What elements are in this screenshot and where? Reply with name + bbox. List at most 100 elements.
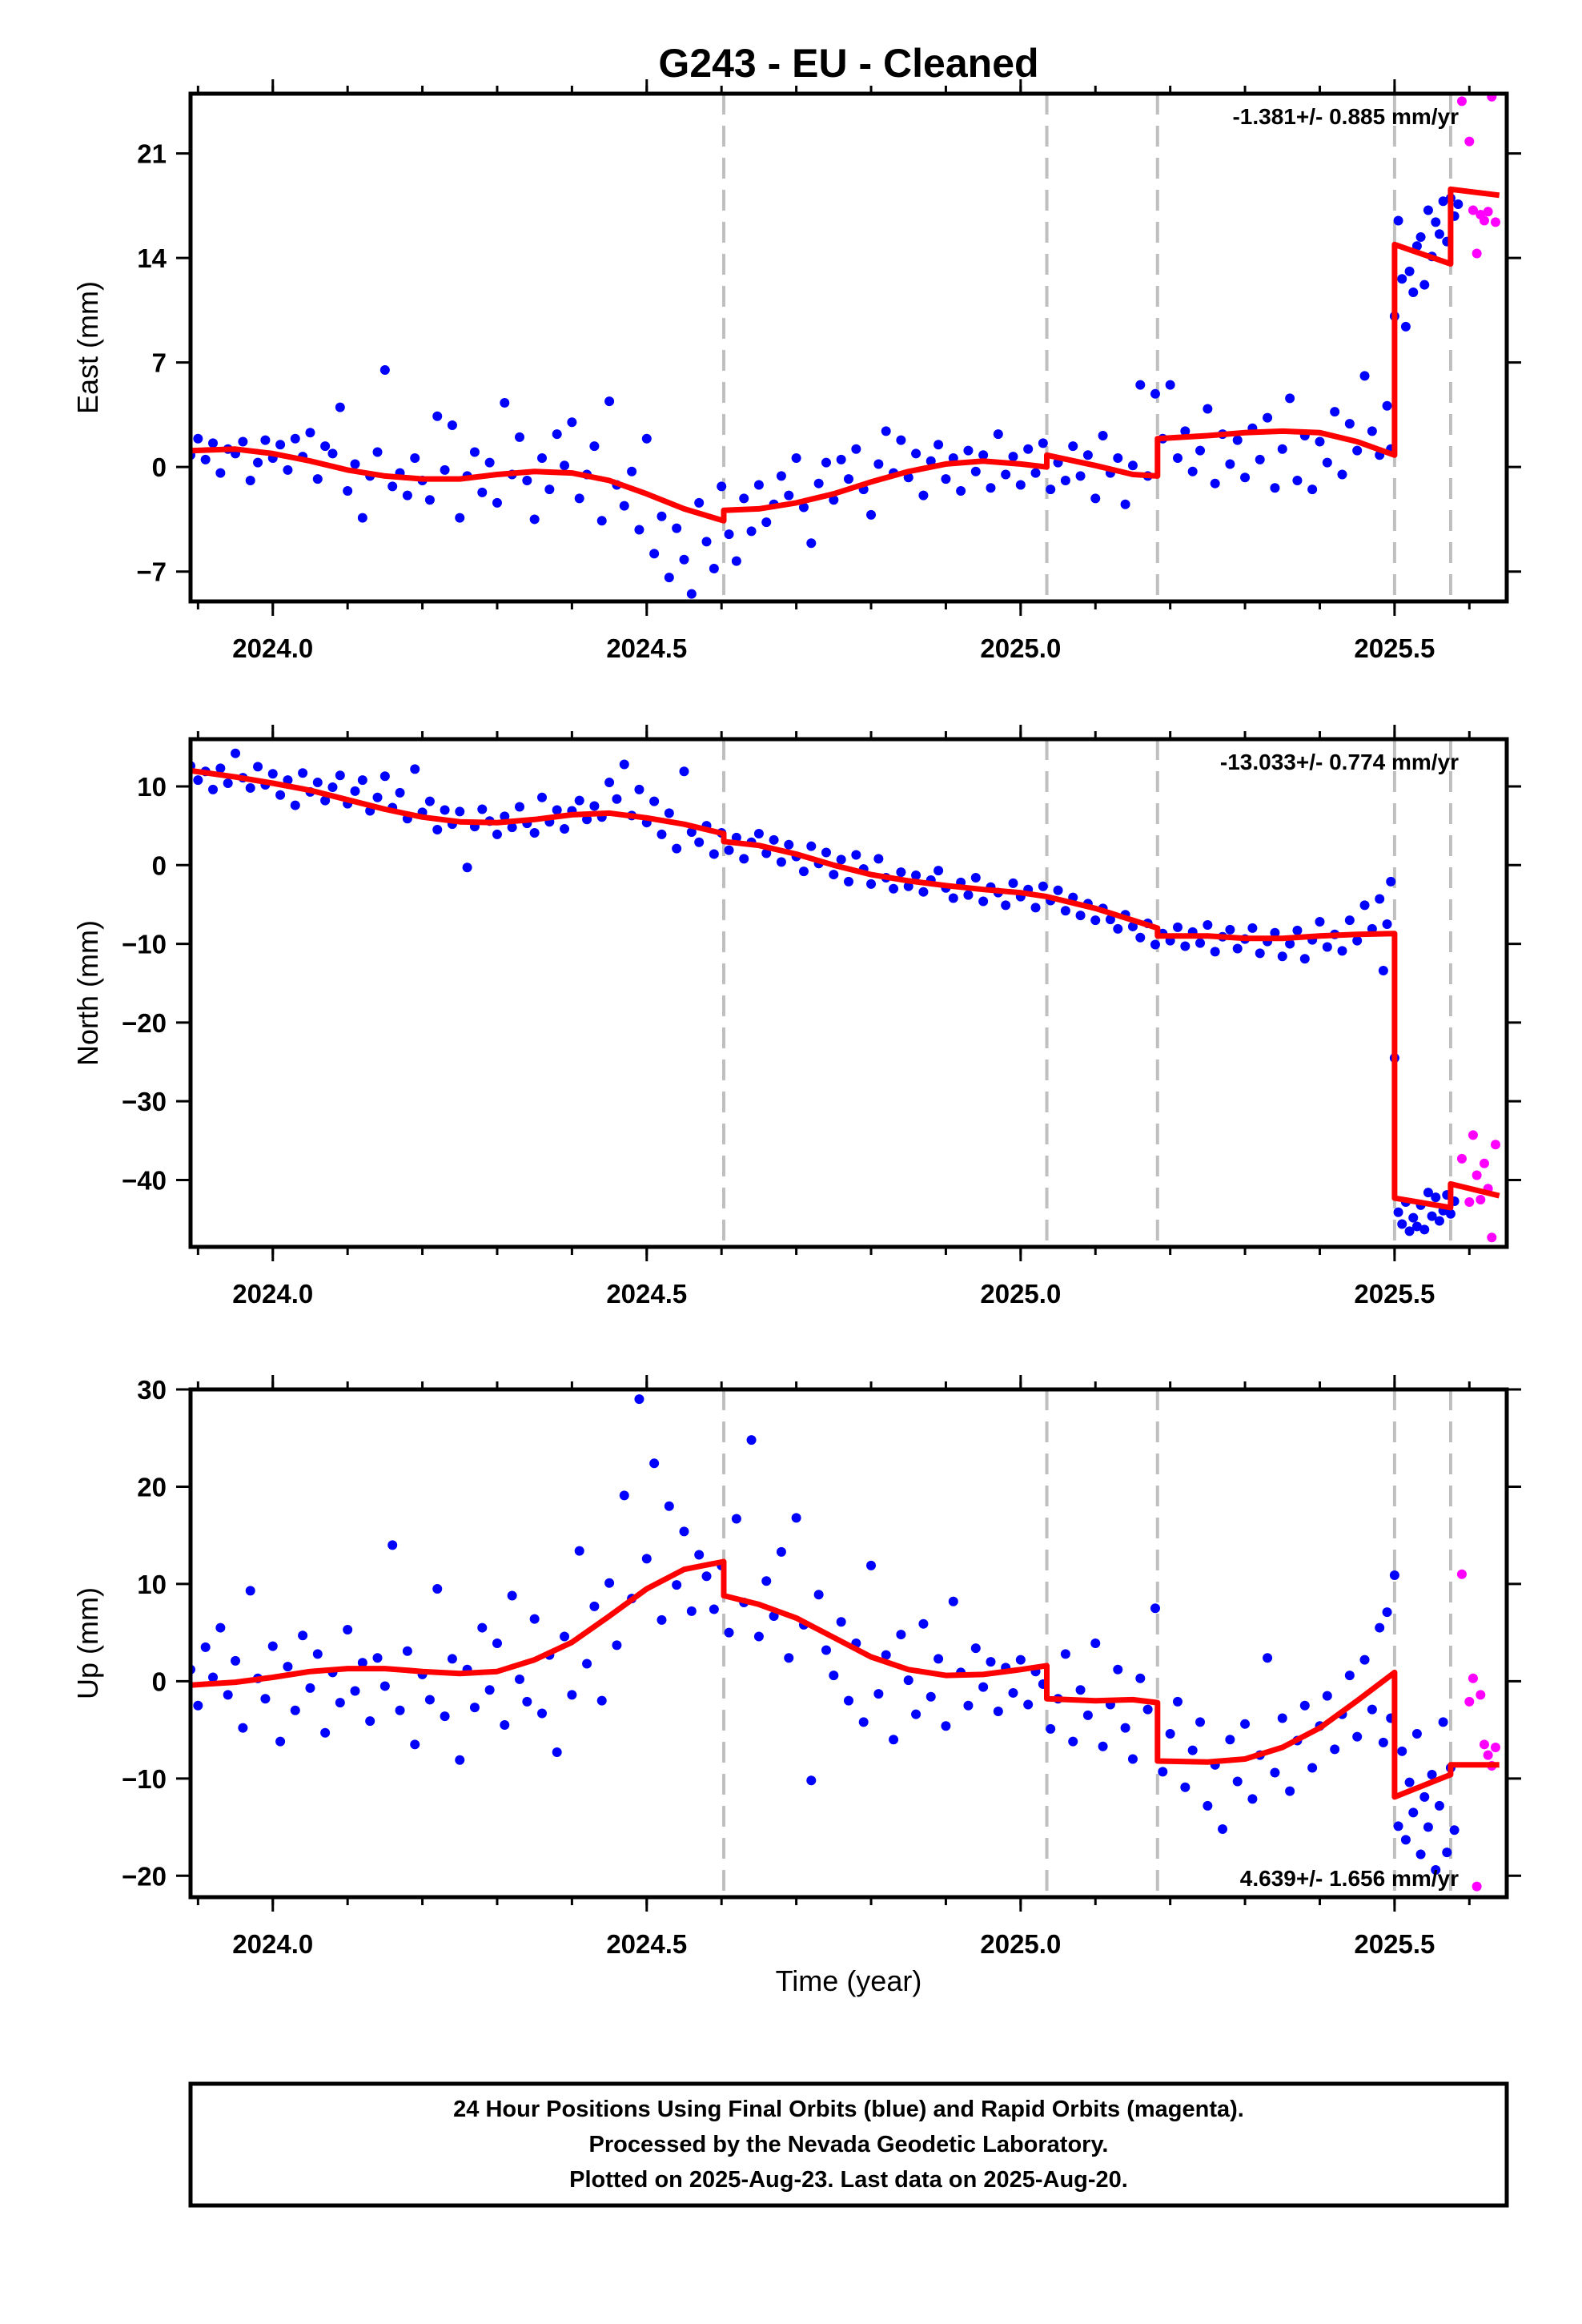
final-orbit-point [312,474,323,485]
east-panel: 2024.0 2024.5 2025.0 2025.5 21 14 7 0 −7 East (mm… [71,79,1521,663]
y-axis-label: Up (mm) [71,1587,104,1699]
final-orbit-point [379,771,390,782]
final-orbit-point [1299,954,1310,964]
final-orbit-point [1127,921,1138,931]
final-orbit-point [1232,435,1243,445]
final-orbit-point [986,1657,996,1667]
final-orbit-point [193,433,203,444]
final-orbit-point [806,841,817,851]
final-orbit-point [686,826,697,837]
final-orbit-point [208,784,219,794]
final-orbit-point [552,1747,562,1758]
final-orbit-point [934,866,944,876]
final-orbit-point [522,475,532,485]
final-orbit-point [829,870,839,880]
final-orbit-point [387,481,398,492]
final-orbit-point [447,420,457,430]
final-orbit-point [357,513,367,523]
x-tick-label: 2024.5 [606,1929,687,1959]
final-orbit-point [761,848,772,858]
final-orbit-point [1270,927,1280,938]
final-orbit-point [440,1711,450,1722]
final-orbit-point [1023,1699,1034,1710]
final-orbit-point [619,501,629,511]
final-orbit-point [560,1631,570,1642]
final-orbit-point [776,857,786,867]
final-orbit-point [1352,1731,1363,1742]
final-orbit-point [1378,1737,1388,1747]
final-orbit-point [672,843,682,854]
final-orbit-point [1415,232,1426,243]
final-orbit-point [1150,388,1160,399]
final-orbit-point [641,433,652,444]
final-orbit-point [679,1526,689,1537]
final-orbit-point [619,1490,629,1501]
final-orbit-point [604,1578,615,1588]
final-orbit-point [1431,1192,1441,1203]
final-orbit-point [672,523,682,533]
final-orbit-point [1046,1723,1056,1734]
final-orbit-point [1008,1687,1018,1698]
final-orbit-point [290,800,300,810]
final-orbit-point [1438,1717,1448,1727]
rapid-orbit-point [1464,136,1475,147]
final-orbit-point [484,457,495,468]
final-orbit-point [379,1681,390,1691]
final-orbit-point [1270,1767,1280,1778]
plot-frame [188,91,1509,604]
final-orbit-point [753,1631,764,1642]
final-orbit-point [694,497,705,508]
final-orbit-point [753,480,764,490]
final-orbit-point [372,792,383,802]
final-orbit-point [1419,1224,1430,1235]
final-orbit-point [1105,915,1115,925]
final-orbit-point [963,890,974,900]
final-orbit-point [455,1755,465,1765]
final-orbit-point [500,811,510,822]
final-orbit-point [746,1435,757,1445]
final-orbit-point [784,490,794,501]
final-orbit-point [215,1622,226,1633]
final-orbit-point [1240,1719,1251,1729]
final-orbit-point [1113,923,1123,934]
final-orbit-point [941,474,951,485]
final-orbit-point [1292,475,1303,485]
final-orbit-point [656,1614,667,1625]
final-orbit-point [1008,878,1018,888]
final-orbit-point [612,1640,622,1651]
final-orbit-point [1400,321,1411,332]
final-orbit-point [1255,948,1265,959]
velocity-rate-label: 4.639+/- 1.656 mm/yr [1240,1866,1459,1891]
final-orbit-point [634,1394,644,1405]
x-tick-label: 2024.0 [232,633,313,663]
x-tick-label: 2025.5 [1354,1279,1435,1309]
final-orbit-point [432,825,443,835]
final-orbit-point [836,454,846,464]
final-orbit-point [1263,1653,1273,1663]
final-orbit-point [1322,1691,1332,1701]
final-orbit-point [1173,922,1182,932]
final-orbit-point [836,854,846,865]
final-orbit-point [1285,393,1295,404]
final-orbit-point [1142,1704,1153,1715]
rapid-orbit-point [1468,205,1478,215]
final-orbit-point [305,1683,315,1693]
final-orbit-point [1375,894,1385,904]
final-orbit-point [1442,1848,1452,1858]
final-orbit-point [784,839,794,850]
final-orbit-point [1408,1212,1419,1223]
rapid-orbit-point [1483,207,1493,217]
x-tick-label: 2025.0 [980,1929,1061,1959]
final-orbit-point [1060,475,1070,485]
final-orbit-point [343,486,353,497]
final-orbit-point [1408,1807,1419,1818]
final-orbit-point [365,1716,375,1727]
final-orbit-point [208,1672,219,1683]
final-orbit-point [1225,459,1235,469]
final-orbit-point [1404,266,1415,276]
final-orbit-point [1408,287,1419,298]
final-orbit-point [866,509,877,520]
north-panel: 2024.0 2024.5 2025.0 2025.5 10 0 −10 −20 −30 −40 N… [71,725,1521,1309]
final-orbit-point [1277,951,1287,962]
final-orbit-point [589,801,600,811]
